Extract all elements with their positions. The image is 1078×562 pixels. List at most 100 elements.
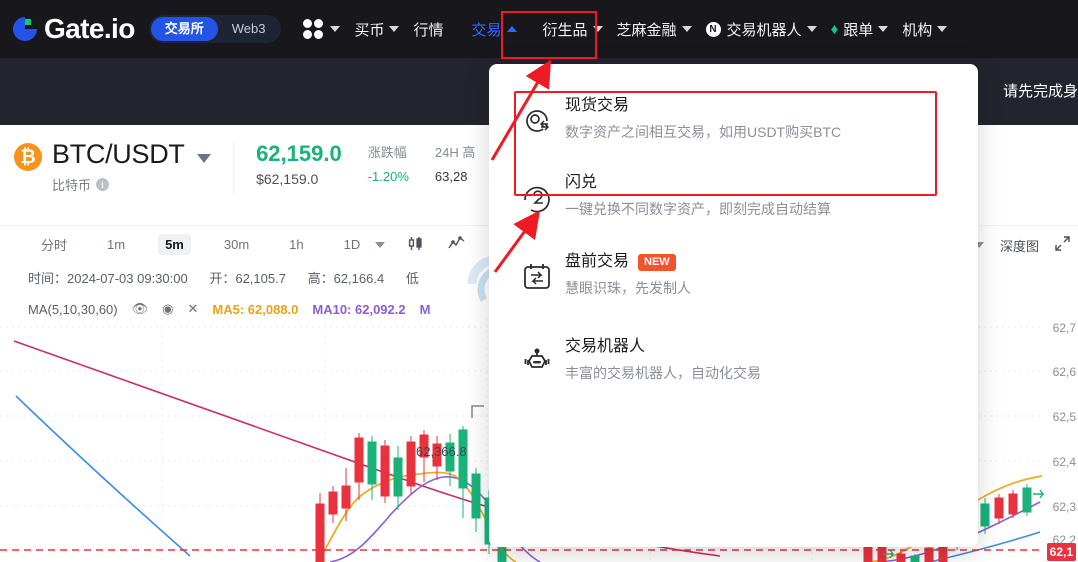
btc-coin-icon: ₿ <box>14 143 42 171</box>
axis-label: 62,6 <box>1052 365 1076 379</box>
top-navbar: Gate.io 交易所 Web3 买币 行情 交易 衍生品 芝麻金融 <box>0 0 1078 58</box>
expand-icon[interactable] <box>1055 235 1070 255</box>
dropdown-item-spot-trade[interactable]: 现货交易 数字资产之间相互交易，如用USDT购买BTC <box>509 90 958 145</box>
chevron-down-icon <box>681 26 692 32</box>
candlestick-icon[interactable] <box>407 235 424 255</box>
dropdown-title: 交易机器人 <box>565 338 646 355</box>
chevron-down-icon <box>806 26 817 32</box>
dropdown-title: 盘前交易 <box>565 253 630 270</box>
line-chart-icon[interactable] <box>448 235 465 255</box>
dropdown-desc: 丰富的交易机器人，自动化交易 <box>565 365 761 381</box>
spot-trade-icon <box>509 90 565 138</box>
nav-derivatives[interactable]: 衍生品 <box>543 19 603 40</box>
nav-label: 行情 <box>413 21 444 39</box>
nav-label: 芝麻金融 <box>616 21 677 39</box>
timeframe-5m[interactable]: 5m <box>158 234 191 255</box>
apps-menu[interactable] <box>303 19 341 39</box>
product-switch[interactable]: 交易所 Web3 <box>148 15 282 43</box>
pair-selector[interactable]: BTC/USDT <box>52 139 212 169</box>
dropdown-title-row: 盘前交易 NEW <box>565 250 691 274</box>
ma-title: MA(5,10,30,60) <box>28 301 118 317</box>
chevron-down-icon <box>197 154 212 164</box>
pre-market-icon <box>509 246 565 294</box>
flash-swap-icon <box>509 167 565 215</box>
last-price-usd: $62,159.0 <box>256 171 319 187</box>
chevron-down-icon <box>389 26 400 32</box>
nav-label: 机构 <box>902 21 933 39</box>
nav-label: 跟单 <box>843 21 874 39</box>
ohlc-high: 高：62,166.4 <box>307 271 385 286</box>
nav-label: 交易机器人 <box>726 21 802 39</box>
seg-web3[interactable]: Web3 <box>231 21 266 36</box>
chevron-down-icon <box>592 26 603 32</box>
axis-label: 62,3 <box>1052 500 1076 514</box>
new-badge-icon: N <box>705 21 721 37</box>
stat-label: 涨跌幅 <box>367 145 407 160</box>
nav-label: 买币 <box>354 21 385 39</box>
nav-label: 交易 <box>471 21 502 39</box>
timeframe-1m[interactable]: 1m <box>107 237 126 252</box>
timeframe-30m[interactable]: 30m <box>223 237 250 252</box>
axis-label: 62,7 <box>1052 321 1076 335</box>
chevron-down-icon <box>330 26 341 32</box>
nav-buy-crypto[interactable]: 买币 <box>354 19 400 40</box>
ohlc-readout: 时间：2024-07-03 09:30:00 开：62,105.7 高：62,1… <box>28 268 437 287</box>
new-badge: NEW <box>638 253 676 271</box>
brand-logo[interactable]: Gate.io <box>10 13 135 45</box>
nav-institution[interactable]: 机构 <box>902 19 948 40</box>
dropdown-desc: 慧眼识珠，先发制人 <box>565 280 691 296</box>
stat-value: 63,28 <box>434 169 468 184</box>
pair-title-block: BTC/USDT 比特币 i <box>52 139 212 194</box>
nav-sesame-finance[interactable]: 芝麻金融 <box>617 19 692 40</box>
close-icon[interactable]: ✕ <box>187 301 199 316</box>
info-icon[interactable]: i <box>96 178 110 191</box>
pair-cn-name: 比特币 <box>52 178 92 193</box>
stat-value: -1.20% <box>367 169 409 184</box>
ma10-value: MA10: 62,092.2 <box>312 301 406 317</box>
stat-change: 涨跌幅 -1.20% <box>368 143 409 184</box>
divider <box>233 143 235 193</box>
ohlc-low: 低 <box>405 271 419 286</box>
stat-24h-high: 24H 高 63,28 <box>435 143 475 184</box>
nav-trading-bot[interactable]: N 交易机器人 <box>705 19 817 40</box>
dropdown-title: 闪兑 <box>565 174 598 191</box>
seg-exchange[interactable]: 交易所 <box>150 17 218 41</box>
dropdown-title: 现货交易 <box>565 97 630 114</box>
nav-trade[interactable]: 交易 <box>472 19 517 40</box>
last-price-badge: 62,1 <box>1046 543 1076 561</box>
nav-copy-trading[interactable]: ♦ 跟单 <box>831 19 889 40</box>
stat-label: 24H 高 <box>434 145 476 160</box>
ma30-value: M <box>419 301 431 317</box>
flame-icon: ♦ <box>830 20 839 38</box>
dropdown-item-trading-bot[interactable]: 交易机器人 丰富的交易机器人，自动化交易 <box>509 331 958 386</box>
chart-annotation-price: 62,366.8 <box>416 444 467 459</box>
depth-chart-tab[interactable]: 深度图 <box>999 238 1039 254</box>
chevron-up-icon <box>506 26 517 32</box>
chevron-down-icon[interactable] <box>375 241 386 248</box>
robot-icon <box>509 331 565 379</box>
chevron-down-icon[interactable] <box>973 242 984 248</box>
ohlc-time: 时间：2024-07-03 09:30:00 <box>28 271 188 286</box>
timeframe-1h[interactable]: 1h <box>289 237 304 252</box>
banner-message: 请先完成身 <box>1002 83 1078 100</box>
pair-symbol: BTC/USDT <box>52 139 185 169</box>
dropdown-desc: 一键兑换不同数字资产，即刻完成自动结算 <box>565 201 831 217</box>
nav-markets[interactable]: 行情 <box>413 19 443 40</box>
gate-logo-icon <box>10 14 40 44</box>
eye-icon[interactable]: 👁 <box>131 301 149 316</box>
timeframe-fenshi[interactable]: 分时 <box>41 238 68 253</box>
price-axis: 62,7 62,6 62,5 62,4 62,3 62,2 62,1 <box>1032 318 1076 562</box>
axis-label: 62,5 <box>1052 410 1076 424</box>
price-block: 62,159.0 $62,159.0 <box>256 141 342 187</box>
trade-dropdown-menu: 现货交易 数字资产之间相互交易，如用USDT购买BTC 闪兑 一键兑换不同数字资… <box>489 64 978 547</box>
target-icon[interactable]: ◉ <box>162 301 174 316</box>
chart-toolbar-right: 深度图 <box>973 226 1070 264</box>
dropdown-item-flash-swap[interactable]: 闪兑 一键兑换不同数字资产，即刻完成自动结算 <box>509 167 958 222</box>
chevron-down-icon <box>878 26 889 32</box>
timeframe-1d[interactable]: 1D <box>343 237 361 252</box>
dropdown-item-pre-market[interactable]: 盘前交易 NEW 慧眼识珠，先发制人 <box>509 246 958 301</box>
grid-apps-icon <box>303 19 324 39</box>
nav-label: 衍生品 <box>542 21 588 39</box>
ma-readout: MA(5,10,30,60) 👁 ◉ ✕ MA5: 62,088.0 MA10:… <box>28 301 430 317</box>
